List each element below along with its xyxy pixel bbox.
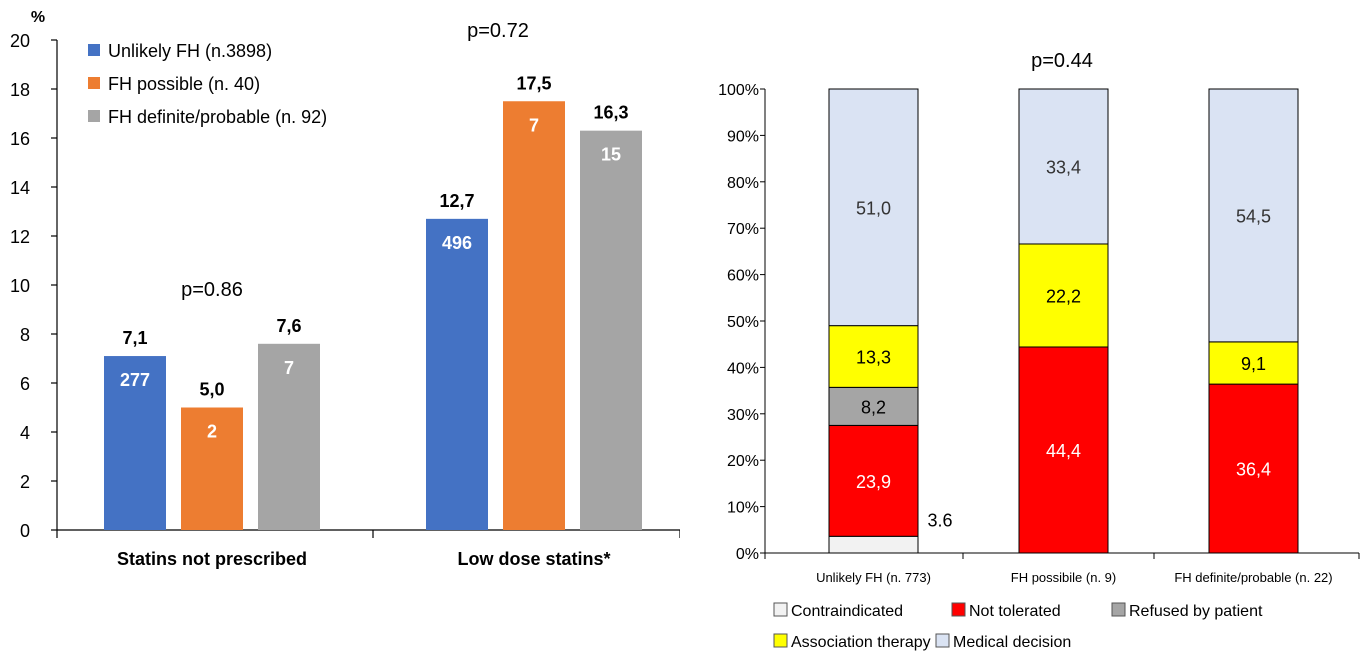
bar	[258, 343, 320, 530]
bar	[181, 407, 243, 530]
bar-segment-label: 9,1	[1241, 354, 1266, 374]
y-tick-label: 8	[20, 325, 30, 345]
y-tick-label: 100%	[718, 82, 759, 99]
legend-swatch	[88, 44, 100, 56]
legend-swatch	[951, 602, 966, 617]
bar-count-label: 7	[529, 115, 539, 135]
legend-label: Not tolerated	[969, 603, 1061, 620]
bar-segment-label: 13,3	[856, 347, 891, 367]
y-tick-label: 10%	[727, 500, 759, 517]
x-category-label: FH possibile (n. 9)	[1011, 570, 1116, 585]
legend-label: Medical decision	[953, 634, 1071, 651]
bar-segment-label: 51,0	[856, 198, 891, 218]
bar-segment	[828, 386, 919, 426]
bar-value-label: 7,6	[276, 316, 301, 336]
y-tick-label: 80%	[727, 175, 759, 192]
bar-value-label: 5,0	[199, 380, 224, 400]
y-tick-label: 16	[10, 129, 30, 149]
bar	[426, 218, 488, 530]
x-category-label: FH definite/probable (n. 22)	[1174, 570, 1332, 585]
y-tick-label: 20%	[727, 453, 759, 470]
bar-value-label: 12,7	[439, 191, 474, 211]
bar-segment-label: 36,4	[1236, 460, 1271, 480]
x-category-label: Statins not prescribed	[117, 549, 307, 569]
legend-label: FH possible (n. 40)	[108, 74, 260, 94]
bar-segment	[1208, 88, 1299, 343]
y-tick-label: 14	[10, 178, 30, 198]
y-tick-label: 4	[20, 423, 30, 443]
bar-segment	[828, 88, 919, 327]
legend-label: FH definite/probable (n. 92)	[108, 107, 327, 127]
legend-label: Contraindicated	[791, 603, 903, 620]
x-category-label: Low dose statins*	[457, 549, 610, 569]
p-value-label: p=0.86	[181, 279, 243, 301]
x-category-label: Unlikely FH (n. 773)	[816, 570, 931, 585]
bar-segment-label: 44,4	[1046, 441, 1081, 461]
bar-segment	[1018, 346, 1109, 554]
legend-swatch	[88, 110, 100, 122]
y-tick-label: 0	[20, 521, 30, 541]
legend-label: Association therapy	[791, 634, 931, 651]
y-tick-label: 18	[10, 80, 30, 100]
bar-segment-label: 33,4	[1046, 157, 1081, 177]
bar-segment	[1208, 383, 1299, 554]
legend-swatch	[773, 633, 788, 648]
bar-count-label: 496	[442, 233, 472, 253]
y-tick-label: 20	[10, 31, 30, 51]
legend-label: Refused by patient	[1129, 603, 1263, 620]
legend-swatch	[1111, 602, 1126, 617]
bar	[104, 356, 166, 530]
bar-count-label: 15	[601, 145, 621, 165]
grouped-bar-chart: 0 2 4 6 8 10 12 14 16 18 20% 7,1 277 12,7 496 5,0 2 17,5 7…	[10, 9, 680, 569]
y-tick-label: 2	[20, 472, 30, 492]
y-unit-label: %	[31, 9, 45, 26]
y-tick-label: 12	[10, 227, 30, 247]
bar	[580, 130, 642, 530]
y-tick-label: 40%	[727, 360, 759, 377]
legend-swatch	[88, 77, 100, 89]
y-tick-label: 70%	[727, 221, 759, 238]
p-value-label: p=0.72	[467, 20, 529, 42]
legend-label: Unlikely FH (n.3898)	[108, 41, 272, 61]
bar-count-label: 2	[207, 422, 217, 442]
stacked-bar-chart: 0% 10% 20% 30% 40% 50% 60% 70% 80% 90% 100% p=0.44 3…	[718, 50, 1360, 651]
y-tick-label: 6	[20, 374, 30, 394]
bar-segment-label: 23,9	[856, 472, 891, 492]
legend-swatch	[773, 602, 788, 617]
bar-segment-label: 22,2	[1046, 286, 1081, 306]
y-tick-label: 90%	[727, 128, 759, 145]
bar-segment	[1018, 243, 1109, 348]
bar-value-label: 16,3	[593, 103, 628, 123]
bar	[503, 101, 565, 530]
y-tick-label: 50%	[727, 314, 759, 331]
bar-value-label: 7,1	[122, 328, 147, 348]
y-tick-label: 10	[10, 276, 30, 296]
bar-count-label: 7	[284, 358, 294, 378]
y-tick-label: 30%	[727, 407, 759, 424]
y-tick-label: 60%	[727, 268, 759, 285]
bar-segment-label: 54,5	[1236, 206, 1271, 226]
bar-count-label: 277	[120, 370, 150, 390]
bar-segment	[828, 325, 919, 388]
bar-value-label: 17,5	[516, 73, 551, 93]
y-tick-label: 0%	[736, 546, 759, 563]
bar-segment	[1208, 341, 1299, 385]
bar-segment-label: 3.6	[927, 510, 952, 530]
legend-swatch	[935, 633, 950, 648]
bar-segment	[828, 535, 919, 554]
bar-segment-label: 8,2	[861, 397, 886, 417]
chart-title: p=0.44	[1031, 50, 1093, 72]
bar-segment	[1018, 88, 1109, 245]
